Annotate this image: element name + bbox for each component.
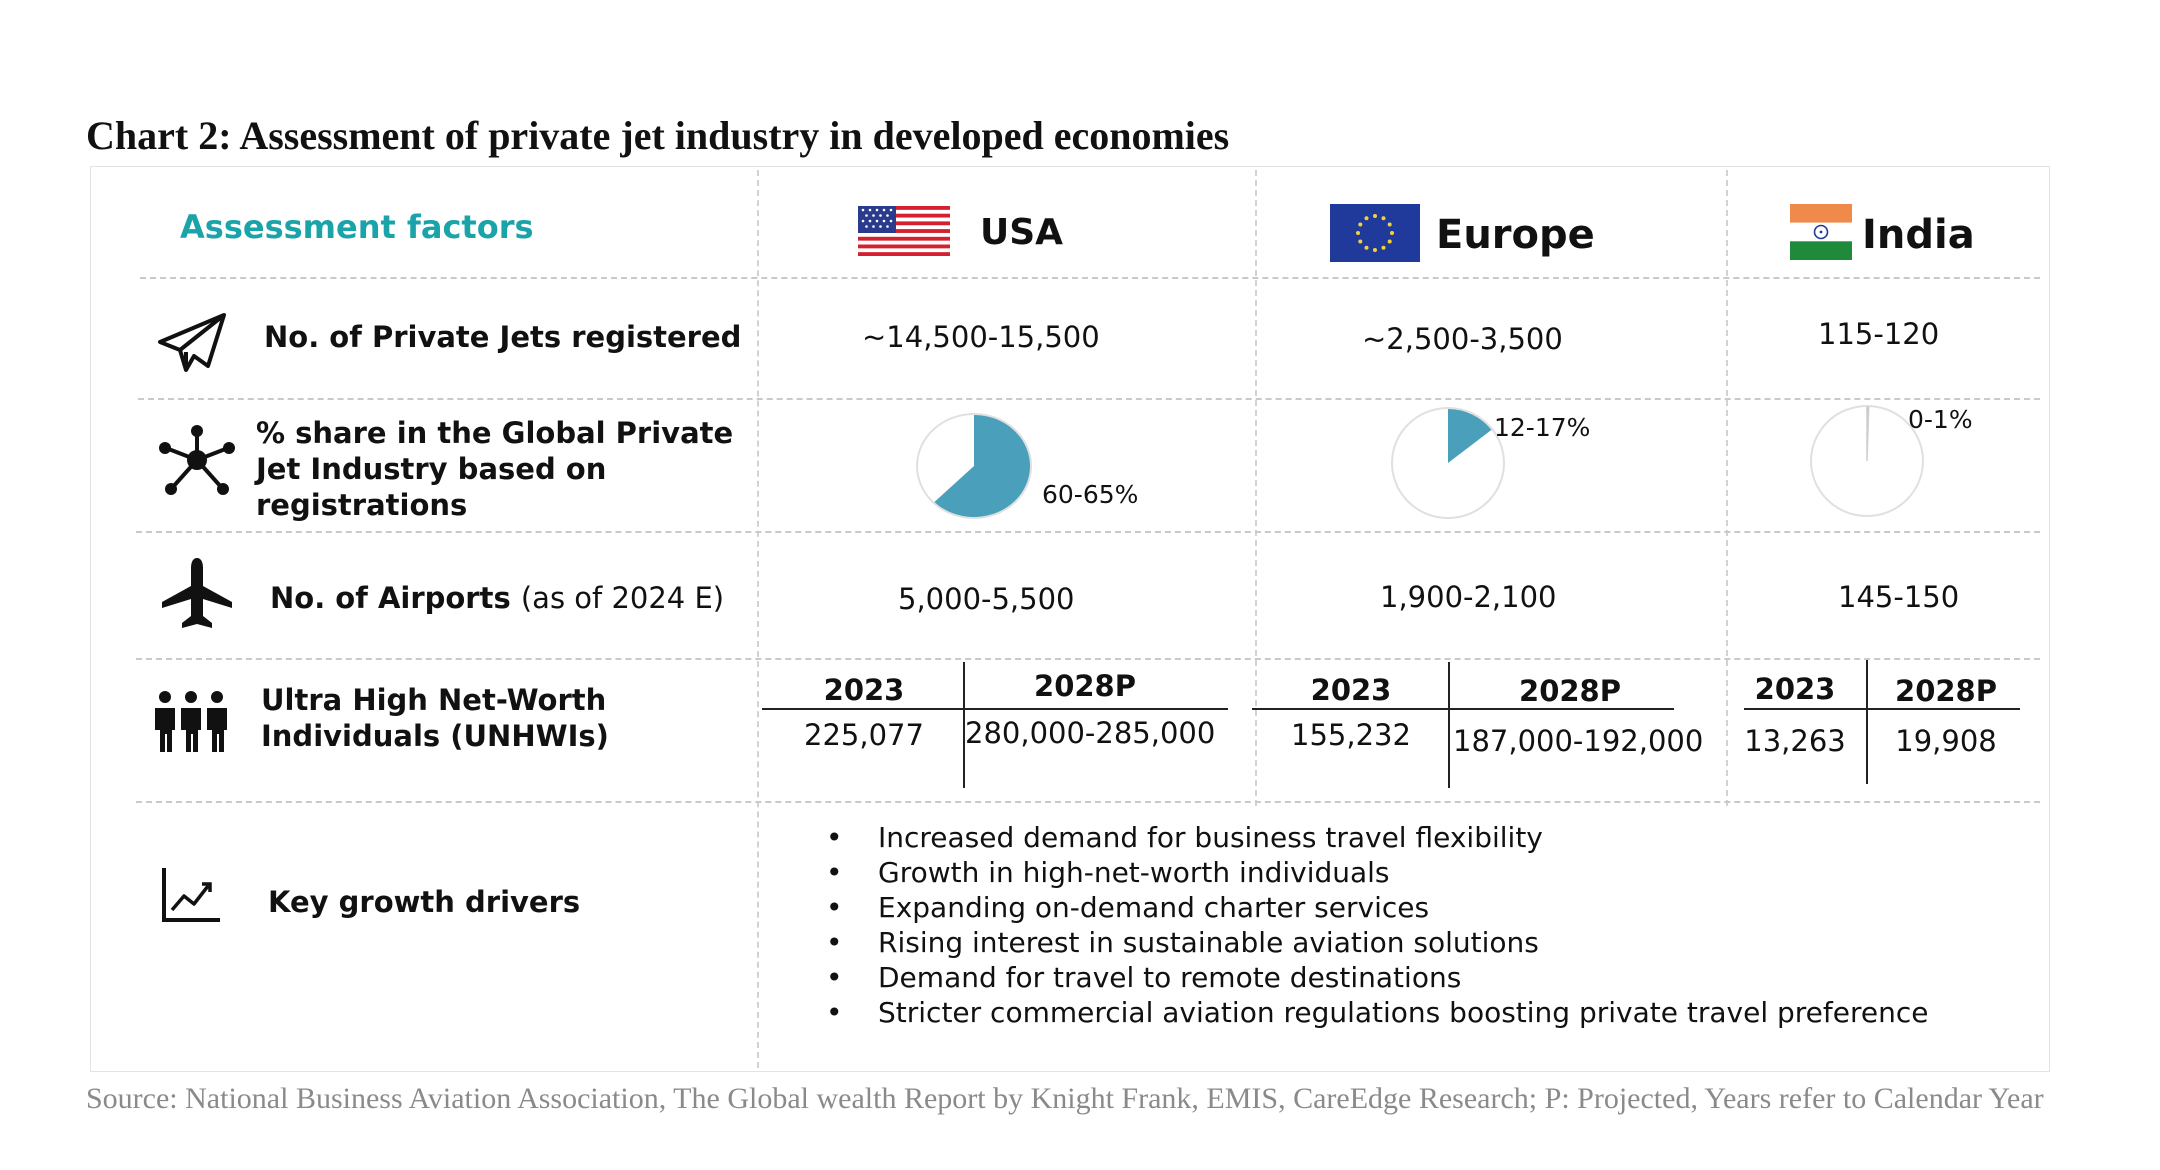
country-heading-india: India bbox=[1862, 212, 1975, 258]
usa-share-pie bbox=[916, 413, 1032, 519]
list-item: Rising interest in sustainable aviation … bbox=[826, 925, 1928, 960]
row-label-growth-drivers: Key growth drivers bbox=[268, 885, 581, 919]
usa-unhwi-2023: 225,077 bbox=[804, 718, 924, 752]
europe-year-2028p: 2028P bbox=[1519, 674, 1621, 708]
list-item: Increased demand for business travel fle… bbox=[826, 820, 1928, 855]
usa-share-slice bbox=[934, 415, 1031, 517]
usa-subtable-rule bbox=[762, 708, 1228, 710]
europe-private-jets-value: ~2,500-3,500 bbox=[1362, 322, 1563, 356]
usa-year-2023: 2023 bbox=[823, 673, 905, 707]
airports-label: No. of Airports bbox=[270, 581, 511, 615]
row-divider bbox=[136, 658, 2040, 660]
growth-chart-icon bbox=[162, 868, 220, 922]
eu-flag-icon bbox=[1330, 204, 1420, 262]
europe-subtable-divider bbox=[1448, 662, 1450, 788]
europe-airports-value: 1,900-2,100 bbox=[1380, 580, 1557, 614]
india-share-pie bbox=[1810, 405, 1924, 517]
row-divider bbox=[136, 801, 2040, 803]
india-private-jets-value: 115-120 bbox=[1818, 317, 1940, 351]
india-unhwi-2023: 13,263 bbox=[1744, 724, 1846, 758]
usa-year-2028p: 2028P bbox=[1034, 669, 1136, 703]
paper-plane-icon bbox=[158, 313, 226, 372]
column-divider bbox=[757, 170, 759, 1068]
india-year-2023: 2023 bbox=[1754, 672, 1836, 706]
list-item: Stricter commercial aviation regulations… bbox=[826, 995, 1928, 1030]
india-airports-value: 145-150 bbox=[1838, 580, 1960, 614]
row-label-airports: No. of Airports (as of 2024 E) bbox=[270, 580, 724, 616]
airplane-icon bbox=[162, 558, 232, 628]
usa-subtable-divider bbox=[963, 662, 965, 788]
assessment-factors-heading: Assessment factors bbox=[180, 208, 534, 246]
growth-drivers-list: Increased demand for business travel fle… bbox=[826, 820, 1928, 1030]
usa-unhwi-2028p: 280,000-285,000 bbox=[965, 716, 1216, 750]
row-divider bbox=[136, 531, 2040, 533]
usa-private-jets-value: ~14,500-15,500 bbox=[862, 320, 1100, 354]
europe-share-pie bbox=[1391, 407, 1505, 519]
europe-share-slice bbox=[1448, 409, 1492, 463]
india-year-2028p: 2028P bbox=[1895, 674, 1997, 708]
europe-unhwi-2028p: 187,000-192,000 bbox=[1453, 724, 1704, 758]
india-subtable-divider bbox=[1866, 660, 1868, 784]
network-nodes-icon bbox=[159, 425, 235, 495]
us-flag-icon bbox=[858, 206, 950, 256]
india-subtable-rule bbox=[1744, 708, 2020, 710]
india-share-slice bbox=[1866, 406, 1870, 462]
usa-share-label: 60-65% bbox=[1042, 480, 1139, 509]
list-item: Demand for travel to remote destinations bbox=[826, 960, 1928, 995]
column-divider bbox=[1726, 170, 1728, 806]
row-label-global-share: % share in the Global Private Jet Indust… bbox=[256, 416, 734, 522]
assessment-table bbox=[90, 166, 2050, 1072]
chart-title: Chart 2: Assessment of private jet indus… bbox=[86, 113, 1230, 158]
people-group-icon bbox=[155, 691, 227, 752]
europe-share-label: 12-17% bbox=[1494, 413, 1591, 442]
row-divider bbox=[138, 398, 2040, 400]
europe-unhwi-2023: 155,232 bbox=[1291, 718, 1411, 752]
india-unhwi-2028p: 19,908 bbox=[1895, 724, 1997, 758]
airports-label-note: (as of 2024 E) bbox=[520, 581, 725, 615]
row-divider bbox=[140, 277, 2040, 279]
europe-year-2023: 2023 bbox=[1310, 673, 1392, 707]
source-note: Source: National Business Aviation Assoc… bbox=[86, 1082, 2044, 1115]
row-label-private-jets: No. of Private Jets registered bbox=[264, 320, 742, 354]
list-item: Growth in high-net-worth individuals bbox=[826, 855, 1928, 890]
india-share-label: 0-1% bbox=[1908, 405, 1973, 434]
india-flag-icon bbox=[1790, 204, 1852, 260]
column-divider bbox=[1255, 170, 1257, 806]
europe-subtable-rule bbox=[1252, 708, 1674, 710]
country-heading-europe: Europe bbox=[1436, 212, 1595, 258]
row-label-unhwi: Ultra High Net-Worth Individuals (UNHWIs… bbox=[261, 683, 609, 753]
usa-airports-value: 5,000-5,500 bbox=[898, 582, 1075, 616]
list-item: Expanding on-demand charter services bbox=[826, 890, 1928, 925]
country-heading-usa: USA bbox=[980, 212, 1064, 253]
